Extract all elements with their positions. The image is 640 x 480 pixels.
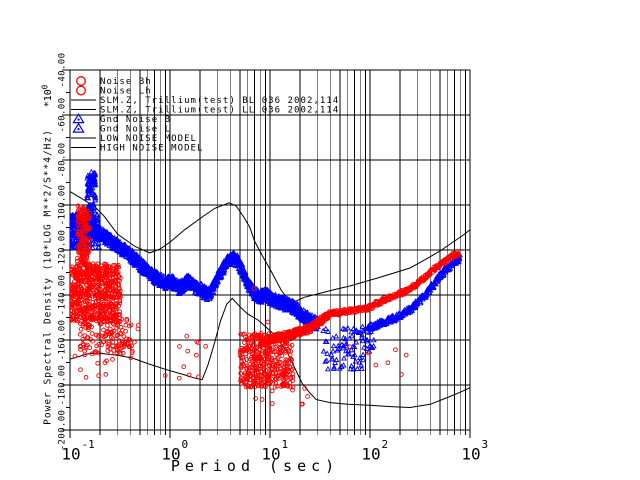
plot-border xyxy=(69,69,471,431)
legend-label: SLM.Z, Trillium(test) LL 036 2002,114 xyxy=(100,106,339,116)
x-tick-base: 10 xyxy=(61,445,80,464)
legend-circle-icon xyxy=(76,76,86,86)
noise-left-sparse2 xyxy=(128,322,141,361)
noise-single-points xyxy=(251,286,271,325)
gnd-noise-mid-scatter xyxy=(320,323,377,372)
x-tick-exponent: 0 xyxy=(182,438,189,451)
legend-label: Gnd Noise L xyxy=(100,125,171,135)
y-tick-label: -80.00 xyxy=(58,143,68,178)
x-tick-exponent: 2 xyxy=(382,438,389,451)
noise-bh-left-tail xyxy=(77,315,135,356)
legend-label: Noise Bh xyxy=(100,77,152,87)
x-tick-exponent: 1 xyxy=(282,438,289,451)
noise-lh-circles-line xyxy=(327,248,462,318)
low-noise-model xyxy=(70,297,470,409)
legend-label: Noise Lh xyxy=(100,87,152,97)
y-tick-label: -140.00 xyxy=(58,275,68,316)
gnd-noise-rising-tail xyxy=(364,251,463,332)
x-tick-base: 10 xyxy=(261,445,280,464)
x-tick-base: 10 xyxy=(461,445,480,464)
legend-label: HIGH NOISE MODEL xyxy=(100,144,204,154)
y-axis-title: Power Spectral Density (10*LOG M**2/S**4… xyxy=(43,129,54,425)
legend-circle-icon xyxy=(76,85,86,96)
legend-label: Gnd Noise B xyxy=(100,115,171,125)
legend-triangle-dot-icon xyxy=(77,118,80,121)
x-axis-tick-labels: 10 -1 10 0 10 1 10 2 10 3 xyxy=(61,438,488,464)
y-tick-label: -60.00 xyxy=(58,98,68,133)
y-axis-tick-labels: -40.00 -60.00 -80.00 -100.00 -120.00 -140.00 -… xyxy=(58,53,68,451)
legend-triangle-icon xyxy=(72,122,85,133)
noise-left-sparse xyxy=(72,321,125,380)
legend-label: LOW NOISE MODEL xyxy=(100,134,197,144)
y-tick-label: -120.00 xyxy=(58,230,68,271)
noise-lh-rising-band xyxy=(257,309,333,349)
y-tick-label: -180.00 xyxy=(58,365,68,406)
y-axis-multiplier: *100 xyxy=(40,84,54,107)
legend-triangle-dot-icon xyxy=(77,128,80,131)
noise-bh-left-mass xyxy=(70,261,123,325)
high-noise-model xyxy=(70,191,470,303)
y-tick-label: -160.00 xyxy=(58,320,68,361)
y-tick-label: -100.00 xyxy=(58,185,68,226)
noise-sec-dots xyxy=(162,333,208,381)
noise-lh-deep-sparse xyxy=(253,383,310,407)
x-tick-exponent: -1 xyxy=(82,438,95,451)
x-axis-title: Period (sec) xyxy=(170,457,340,475)
noise-bh-left-upper xyxy=(74,203,93,268)
legend-triangle-icon xyxy=(72,113,85,124)
x-tick-base: 10 xyxy=(361,445,380,464)
y-tick-label: -200.00 xyxy=(58,410,68,451)
x-tick-exponent: 3 xyxy=(482,438,489,451)
x-tick-base: 10 xyxy=(161,445,180,464)
noise-right-outliers xyxy=(347,344,409,377)
y-tick-label: -40.00 xyxy=(58,53,68,88)
legend-label: SLM.Z, Trillium(test) BL 036 2002,114 xyxy=(100,96,339,106)
